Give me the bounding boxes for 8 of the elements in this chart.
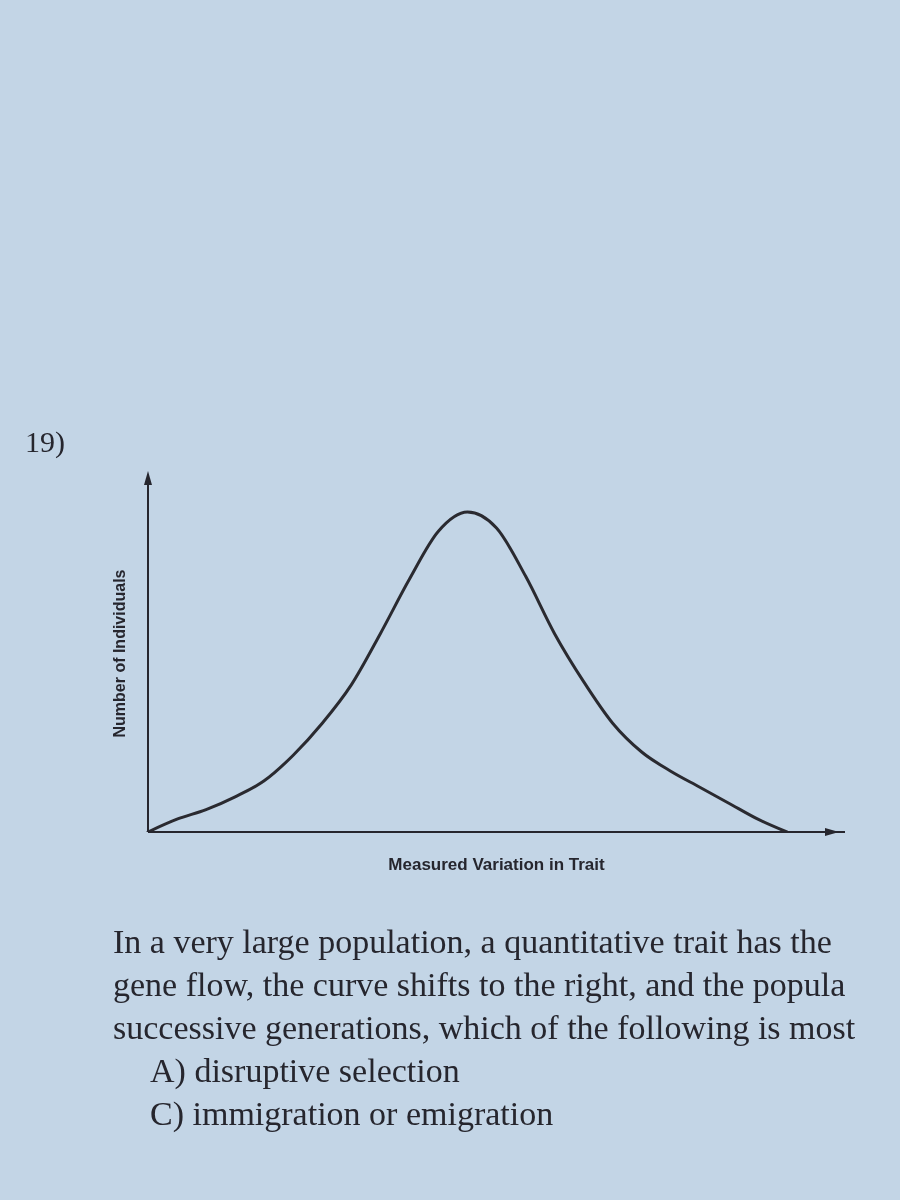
text: C) immigration or emigration bbox=[150, 1094, 554, 1134]
chart-title: 19) bbox=[25, 424, 65, 460]
x-axis-title: Measured Variation in Trait bbox=[388, 855, 606, 874]
text: successive generations, which of the following is most bbox=[113, 1008, 856, 1048]
text: gene flow, the curve shifts to the right, and the popula bbox=[113, 965, 846, 1005]
text: A) disruptive selection bbox=[150, 1051, 460, 1091]
y-axis-title: Number of Individuals bbox=[110, 569, 128, 738]
text: In a very large population, a quantitative trait has the bbox=[113, 922, 832, 962]
